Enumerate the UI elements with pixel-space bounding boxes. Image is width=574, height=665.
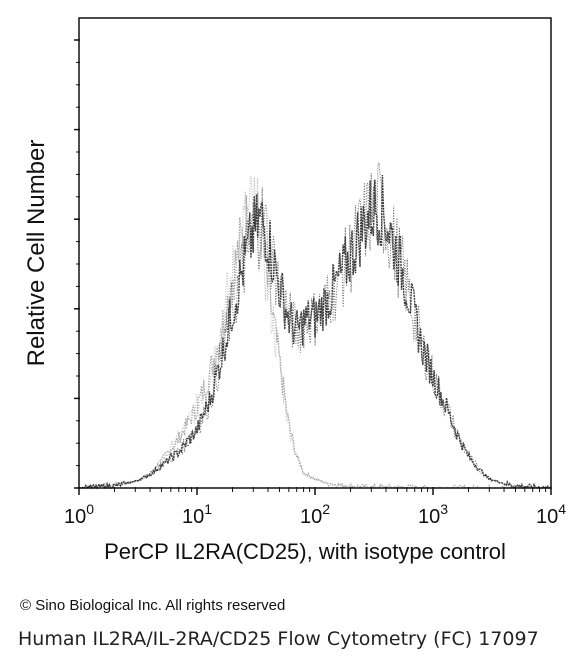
y-axis-ticks [74,39,80,489]
flow-cytometry-histogram: 100 101 102 103 104 Relative Cell Number Per… [23,17,566,564]
x-axis-title: PerCP IL2RA(CD25), with isotype control [104,539,506,564]
figure-caption: Human IL2RA/IL-2RA/CD25 Flow Cytometry (… [18,628,539,650]
copyright-notice: © Sino Biological Inc. All rights reserv… [20,597,286,614]
plot-area [78,160,552,490]
x-tick-label: 100 [64,501,94,528]
x-tick-label: 104 [536,501,566,528]
plot-frame [78,17,552,489]
x-tick-label: 101 [182,501,212,528]
series-line [78,174,551,490]
series-line-texture [78,160,551,489]
x-axis-ticks: 100 101 102 103 104 [64,487,566,528]
x-tick-label: 102 [300,501,330,528]
x-tick-label: 103 [418,501,448,528]
series-sample [78,160,551,490]
y-axis-title: Relative Cell Number [23,140,50,367]
